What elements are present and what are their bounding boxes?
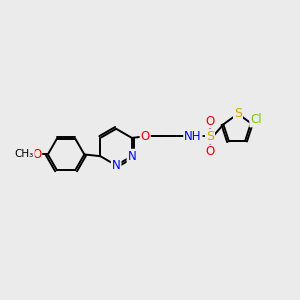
- Text: O: O: [32, 148, 41, 161]
- Text: S: S: [234, 107, 242, 120]
- Text: N: N: [112, 159, 121, 172]
- Text: N: N: [128, 150, 136, 163]
- Text: O: O: [206, 145, 214, 158]
- Text: O: O: [206, 115, 214, 128]
- Text: S: S: [206, 130, 214, 143]
- Text: O: O: [141, 130, 150, 143]
- Text: Cl: Cl: [250, 113, 262, 126]
- Text: CH₃: CH₃: [15, 149, 34, 159]
- Text: NH: NH: [184, 130, 202, 143]
